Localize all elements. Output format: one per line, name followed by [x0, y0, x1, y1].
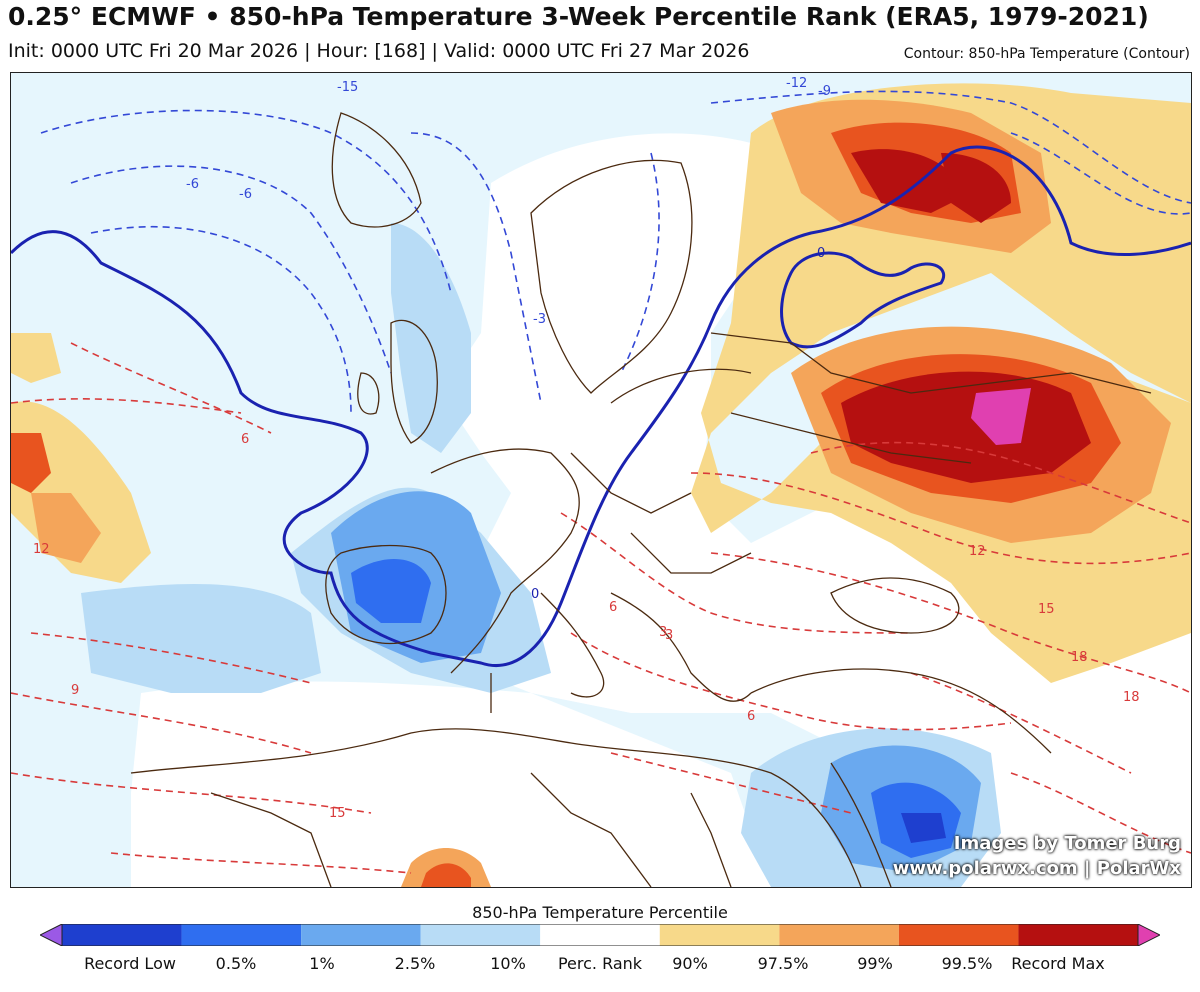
colorbar-segment: [420, 924, 541, 946]
contour-label: 0: [817, 246, 825, 261]
cold-anomaly-10-b: [81, 584, 321, 693]
colorbar-segment: [659, 924, 780, 946]
colorbar-segment: [898, 924, 1019, 946]
contour-label: -15: [337, 80, 358, 95]
contour-label: 3: [665, 628, 673, 643]
map-canvas: -15 -12 -9 -6 -6 -3 0 0 3 6 6 9 12 12 15…: [11, 73, 1191, 887]
cold-isotherms: [40, 90, 1191, 414]
chart-title: 0.25° ECMWF • 850-hPa Temperature 3-Week…: [8, 2, 1149, 31]
colorbar-segment: [62, 924, 182, 946]
colorbar-segment: [779, 924, 899, 946]
colorbar-segment-record-low: [40, 924, 63, 946]
contour-label: 18: [1123, 690, 1140, 705]
zero-isotherm: [11, 145, 1191, 667]
colorbar-segment-record-max: [1137, 924, 1160, 946]
contour-label: 18: [1071, 650, 1088, 665]
colorbar-segment: [181, 924, 302, 946]
credit-website: www.polarwx.com | PolarWx: [892, 858, 1181, 879]
credit-author: Images by Tomer Burg: [953, 833, 1181, 854]
contour-label: 6: [747, 709, 755, 724]
record-max-area: [971, 388, 1031, 445]
warm-patch-atlantic-4: [11, 333, 61, 383]
contour-label: 6: [241, 432, 249, 447]
contour-label: -3: [533, 312, 546, 327]
contour-labels: -15 -12 -9 -6 -6 -3 0 0 3 6 6 9 12 12 15…: [33, 76, 1140, 821]
contour-label: 12: [969, 544, 986, 559]
colorbar-segment: [1018, 924, 1138, 946]
contour-label: 3: [659, 625, 667, 640]
colorbar-label: Record Low: [84, 954, 176, 973]
colorbar-segment: [301, 924, 421, 946]
warm-anomaly-995: [851, 149, 971, 213]
colorbar-label: 0.5%: [215, 954, 257, 973]
cold-anomaly-1: [351, 559, 431, 623]
colorbar-label: 99%: [857, 954, 893, 973]
colorbar-label: 1%: [309, 954, 335, 973]
image-credit: Images by Tomer Burg www.polarwx.com | P…: [893, 831, 1181, 881]
contour-note: Contour: 850-hPa Temperature (Contour): [903, 46, 1190, 62]
contour-label: -6: [239, 187, 252, 202]
contour-label: -6: [186, 177, 199, 192]
colorbar-label: 2.5%: [394, 954, 436, 973]
colorbar-label: 99.5%: [941, 954, 993, 973]
colorbar-label: 10%: [490, 954, 526, 973]
weather-map: -15 -12 -9 -6 -6 -3 0 0 3 6 6 9 12 12 15…: [10, 72, 1192, 888]
cold-anomaly-10-c: [391, 223, 471, 453]
colorbar-label: Perc. Rank: [557, 954, 643, 973]
contour-label: -12: [786, 76, 807, 91]
contour-label: -9: [818, 84, 831, 99]
coastlines: [130, 112, 1152, 887]
near-normal-region: [431, 133, 1191, 887]
colorbar-title: 850-hPa Temperature Percentile: [472, 903, 728, 922]
warm-patch-africa-2: [421, 863, 471, 887]
near-normal-region-south: [131, 681, 771, 887]
cold-anomaly-record-mideast: [901, 813, 946, 843]
chart-subtitle: Init: 0000 UTC Fri 20 Mar 2026 | Hour: […: [8, 40, 750, 62]
contour-label: 15: [329, 806, 346, 821]
colorbar: [40, 924, 1160, 946]
contour-label: 0: [531, 587, 539, 602]
contour-label: 15: [1038, 602, 1055, 617]
colorbar-segment: [540, 924, 660, 946]
warm-isotherms: [11, 342, 1191, 874]
warm-patch-atlantic-3: [11, 433, 51, 493]
colorbar-outline: [61, 924, 1139, 946]
contour-label: 12: [33, 542, 50, 557]
contour-label: 9: [71, 683, 79, 698]
warm-patch-atlantic-2: [31, 493, 101, 563]
colorbar-label: 90%: [672, 954, 708, 973]
warm-anomaly-995-c: [941, 153, 1011, 223]
colorbar-label: Record Max: [1011, 954, 1105, 973]
contour-label: 6: [609, 600, 617, 615]
colorbar-label: 97.5%: [757, 954, 809, 973]
